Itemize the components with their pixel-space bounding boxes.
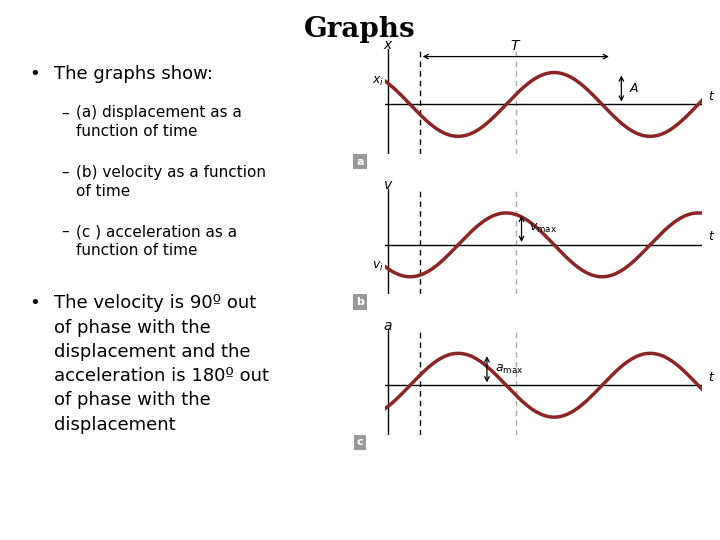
Text: –: – (61, 105, 69, 120)
Text: c: c (356, 437, 364, 448)
Text: –: – (61, 224, 69, 239)
Text: $a_{\mathrm{max}}$: $a_{\mathrm{max}}$ (495, 363, 523, 376)
Text: b: b (356, 297, 364, 307)
Text: (a) displacement as a
function of time: (a) displacement as a function of time (76, 105, 241, 139)
Text: $v_{\mathrm{max}}$: $v_{\mathrm{max}}$ (529, 222, 557, 235)
Text: $T$: $T$ (510, 39, 521, 53)
Text: •: • (29, 294, 40, 312)
Text: (c ) acceleration as a
function of time: (c ) acceleration as a function of time (76, 224, 237, 258)
Text: a: a (356, 157, 364, 167)
Text: –: – (61, 165, 69, 180)
Text: $A$: $A$ (629, 82, 639, 95)
Text: $x_i$: $x_i$ (372, 75, 384, 87)
Text: $v_i$: $v_i$ (372, 260, 384, 273)
Text: $t$: $t$ (708, 370, 715, 383)
Text: $t$: $t$ (708, 90, 715, 103)
Text: The graphs show:: The graphs show: (54, 65, 213, 83)
Text: $a$: $a$ (383, 319, 393, 333)
Text: $v$: $v$ (383, 178, 393, 192)
Text: $t$: $t$ (708, 230, 715, 243)
Text: Graphs: Graphs (304, 16, 416, 43)
Text: (b) velocity as a function
of time: (b) velocity as a function of time (76, 165, 266, 199)
Text: $x$: $x$ (383, 38, 393, 52)
Text: The velocity is 90º out
of phase with the
displacement and the
acceleration is 1: The velocity is 90º out of phase with th… (54, 294, 269, 434)
Text: •: • (29, 65, 40, 83)
